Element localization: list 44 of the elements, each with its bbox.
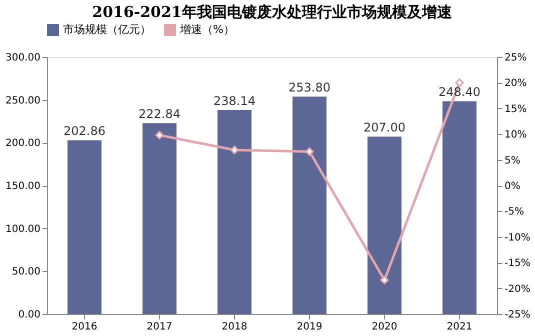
data-label: 253.80 xyxy=(288,80,330,95)
point xyxy=(380,276,389,284)
point xyxy=(155,130,164,140)
x-tick-label: 2018 xyxy=(222,322,248,332)
y2-tick-label: 0% xyxy=(504,181,520,192)
y-tick-label: 50.00 xyxy=(12,266,40,278)
chart-title: 2016-2021年我国电镀废水处理行业市场规模及增速 xyxy=(92,3,453,21)
y2-tick-label: 5% xyxy=(504,155,520,166)
data-label: 248.40 xyxy=(438,85,480,100)
y2-tick-label: 10% xyxy=(504,130,527,141)
y-tick-label: 100.00 xyxy=(6,224,40,235)
y2-tick-label: 20% xyxy=(504,78,527,90)
y2-tick-label: -20% xyxy=(504,284,530,295)
x-tick-label: 2020 xyxy=(372,322,398,332)
bar xyxy=(218,110,252,314)
y-tick-label: 300.00 xyxy=(6,52,40,64)
y-tick-label: 200.00 xyxy=(6,138,40,150)
y2-tick-label: -25% xyxy=(504,310,530,320)
x-tick-label: 2016 xyxy=(72,322,98,332)
data-label: 222.84 xyxy=(138,107,180,122)
data-label: 238.14 xyxy=(214,94,256,108)
y2-tick-label: -5% xyxy=(504,206,524,218)
legend-label: 增速（%） xyxy=(179,23,234,36)
point xyxy=(230,146,239,154)
point xyxy=(305,147,314,156)
y-tick-label: 150.00 xyxy=(6,181,40,192)
y-tick-label: 250.00 xyxy=(6,95,40,106)
legend-label: 市场规模（亿元） xyxy=(63,23,151,36)
y2-tick-label: 15% xyxy=(504,104,527,115)
bar xyxy=(442,101,476,314)
data-label: 207.00 xyxy=(364,120,406,135)
x-tick-label: 2017 xyxy=(146,322,172,332)
bar xyxy=(368,136,402,314)
y-tick-label: 0.00 xyxy=(18,310,40,320)
y2-tick-label: -15% xyxy=(504,258,530,270)
point xyxy=(455,78,464,87)
bar xyxy=(292,96,326,314)
bar xyxy=(142,123,176,314)
y2-tick-label: 25% xyxy=(504,52,527,64)
y2-tick-label: -10% xyxy=(504,232,530,244)
bar xyxy=(68,140,102,314)
x-tick-label: 2021 xyxy=(446,322,472,332)
data-label: 202.86 xyxy=(64,124,106,138)
x-tick-label: 2019 xyxy=(296,322,322,332)
